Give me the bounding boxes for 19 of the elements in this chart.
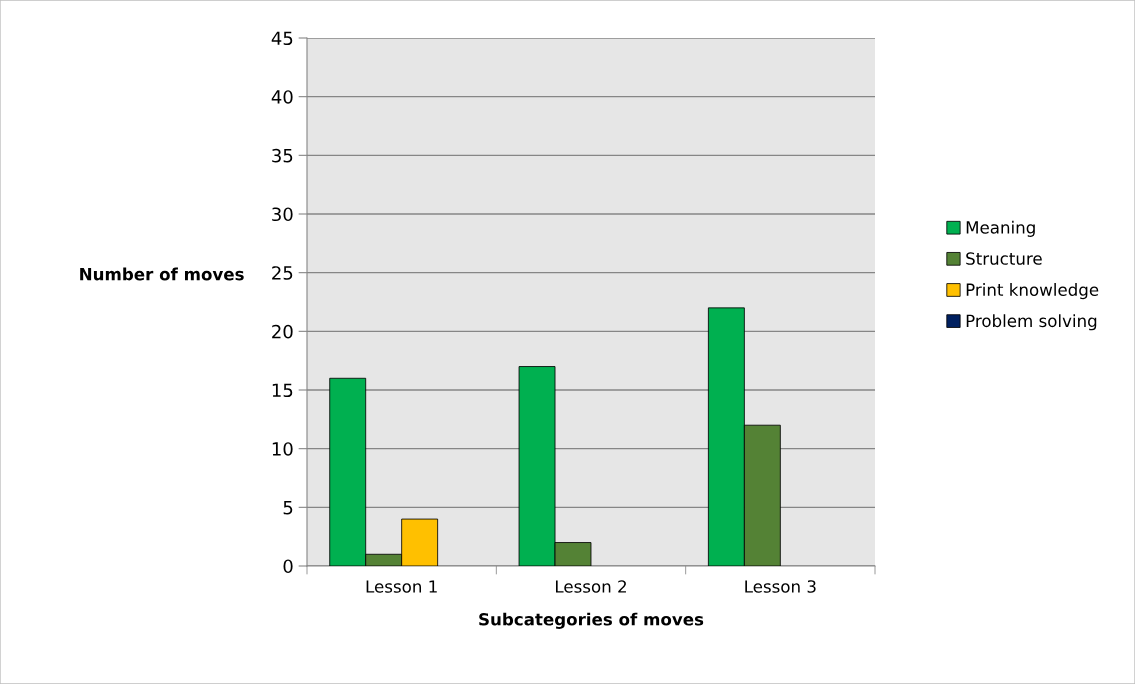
x-tick-label: Lesson 2 <box>556 580 626 593</box>
legend-label: Problem solving <box>966 314 1097 331</box>
x-axis-title: Subcategories of moves <box>479 612 704 629</box>
y-axis-title: Number of moves <box>80 267 244 281</box>
y-tick-label: 15 <box>272 383 293 398</box>
legend-label: Structure <box>966 252 1042 265</box>
y-tick-label: 40 <box>271 90 293 104</box>
x-tick-label: Lesson 1 <box>366 580 437 593</box>
y-tick-label: 45 <box>271 31 293 46</box>
y-tick-label: 35 <box>272 148 293 163</box>
y-tick-label: 10 <box>272 442 293 456</box>
x-tick-label: Lesson 3 <box>745 580 816 593</box>
y-tick-label: 20 <box>272 324 293 339</box>
y-tick-label: 30 <box>272 207 293 222</box>
legend-label: Meaning <box>966 220 1035 237</box>
y-tick-label: 0 <box>283 559 293 574</box>
y-tick-label: 5 <box>283 501 293 515</box>
legend-label: Print knowledge <box>966 283 1099 300</box>
y-tick-label: 25 <box>272 266 293 280</box>
